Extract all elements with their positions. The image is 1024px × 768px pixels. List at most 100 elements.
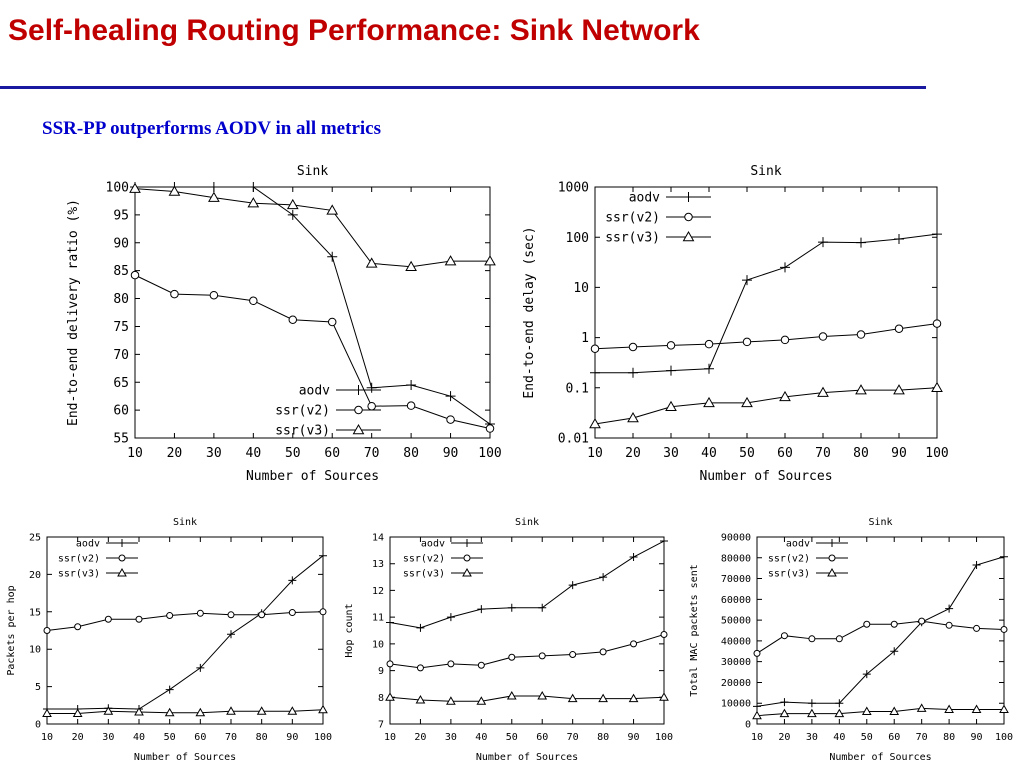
data-point-ssrv3 xyxy=(103,706,114,715)
data-point-ssrv3 xyxy=(944,704,954,713)
data-point-ssrv2 xyxy=(104,615,112,623)
x-tick-label: 60 xyxy=(536,732,548,743)
data-point-aodv xyxy=(742,275,752,286)
data-point-ssrv2 xyxy=(932,319,942,328)
x-tick-label: 60 xyxy=(777,446,793,461)
packets-per-hop-chart: Sink 10 20 30 40 50 60 70 80 90 100 0 5 10 15 20 25 Numbe… xyxy=(6,517,332,763)
data-point-ssrv2 xyxy=(43,627,51,634)
x-tick-label: 80 xyxy=(403,446,419,461)
data-point-aodv xyxy=(753,702,761,711)
data-point-aodv xyxy=(856,237,866,248)
y-tick-label: 0 xyxy=(745,720,751,731)
legend-marker xyxy=(117,567,127,577)
y-tick-label: 0.1 xyxy=(566,381,589,396)
x-tick-label: 70 xyxy=(916,732,928,743)
data-point-ssrv2 xyxy=(485,424,495,433)
data-point-aodv xyxy=(972,561,981,570)
series-line-ssrv3 xyxy=(594,387,938,425)
x-tick-label: 50 xyxy=(164,732,176,743)
data-point-ssrv3 xyxy=(208,191,220,202)
data-point-ssrv2 xyxy=(258,611,266,619)
data-point-ssrv2 xyxy=(327,317,337,327)
data-point-aodv xyxy=(628,367,638,378)
y-tick-label: 20000 xyxy=(721,678,751,689)
y-tick-label: 50000 xyxy=(721,616,751,627)
x-tick-label: 100 xyxy=(314,732,332,743)
data-point-ssrv3 xyxy=(741,396,753,408)
series-line-aodv xyxy=(389,540,665,629)
y-axis-label: End-to-end delivery ratio (%) xyxy=(66,199,81,426)
y-tick-label: 80000 xyxy=(721,553,751,564)
legend-marker xyxy=(354,405,363,415)
data-point-aodv xyxy=(227,630,235,639)
data-point-ssrv3 xyxy=(226,706,236,715)
series-line-ssrv3 xyxy=(47,709,324,715)
data-point-ssrv2 xyxy=(74,623,82,631)
legend-label: ssr(v2) xyxy=(605,211,660,226)
y-tick-label: 20 xyxy=(29,570,41,581)
data-point-aodv xyxy=(629,553,638,562)
y-tick-label: 90000 xyxy=(721,533,751,544)
x-tick-label: 70 xyxy=(225,732,237,743)
x-tick-label: 100 xyxy=(655,732,673,743)
x-tick-label: 80 xyxy=(597,732,609,743)
data-point-ssrv3 xyxy=(287,706,298,715)
data-point-ssrv2 xyxy=(890,620,898,628)
x-tick-label: 60 xyxy=(194,732,206,743)
y-tick-label: 11 xyxy=(372,613,384,624)
legend-marker xyxy=(682,230,695,242)
data-point-ssrv3 xyxy=(971,704,982,713)
y-tick-label: 60000 xyxy=(721,595,751,606)
data-point-ssrv3 xyxy=(326,204,339,215)
x-tick-label: 10 xyxy=(751,732,763,743)
x-axis-label: Number of Sources xyxy=(134,752,236,763)
data-point-ssrv3 xyxy=(752,710,762,720)
slide-subtitle: SSR-PP outperforms AODV in all metrics xyxy=(42,118,381,139)
x-tick-label: 30 xyxy=(445,732,457,743)
slide-title: Self-healing Routing Performance: Sink N… xyxy=(8,14,700,47)
data-point-aodv xyxy=(894,234,904,245)
data-point-ssrv3 xyxy=(385,692,395,701)
data-point-aodv xyxy=(507,603,516,612)
data-point-ssrv3 xyxy=(628,693,639,703)
y-tick-label: 85 xyxy=(113,264,129,279)
data-point-aodv xyxy=(366,382,377,393)
x-tick-label: 20 xyxy=(72,732,84,743)
data-point-ssrv2 xyxy=(808,635,816,643)
data-point-ssrv3 xyxy=(444,255,457,266)
x-tick-label: 10 xyxy=(587,446,603,461)
y-tick-label: 8 xyxy=(378,693,384,704)
series-line-ssrv2 xyxy=(134,274,491,430)
data-point-aodv xyxy=(327,251,338,262)
x-tick-label: 30 xyxy=(206,446,222,461)
data-point-ssrv3 xyxy=(415,694,426,704)
x-tick-label: 100 xyxy=(925,446,948,461)
legend-label: ssr(v3) xyxy=(768,569,810,580)
x-tick-label: 10 xyxy=(127,446,143,461)
legend-marker xyxy=(462,567,472,577)
series-line-ssrv3 xyxy=(756,707,1004,717)
x-tick-label: 80 xyxy=(853,446,869,461)
data-point-ssrv3 xyxy=(589,417,601,429)
data-point-ssrv2 xyxy=(780,335,790,345)
x-tick-label: 50 xyxy=(506,732,518,743)
data-point-ssrv2 xyxy=(196,609,204,617)
data-point-ssrv2 xyxy=(660,631,668,639)
data-point-ssrv2 xyxy=(704,339,714,349)
data-point-ssrv2 xyxy=(477,661,485,669)
series-line-aodv xyxy=(135,186,491,425)
series-line-ssrv3 xyxy=(134,188,490,268)
data-point-ssrv2 xyxy=(288,315,298,325)
x-tick-label: 70 xyxy=(815,446,831,461)
data-point-ssrv3 xyxy=(703,396,715,408)
data-point-ssrv3 xyxy=(164,707,175,717)
data-point-ssrv3 xyxy=(168,185,181,196)
y-tick-label: 9 xyxy=(378,666,384,677)
chart-title: Sink xyxy=(868,517,892,528)
data-point-ssrv3 xyxy=(537,690,548,700)
plot-frame xyxy=(389,536,665,725)
chart-title: Sink xyxy=(515,517,539,528)
data-point-ssrv2 xyxy=(416,664,424,672)
legend-marker xyxy=(463,539,471,547)
x-tick-label: 70 xyxy=(364,446,380,461)
